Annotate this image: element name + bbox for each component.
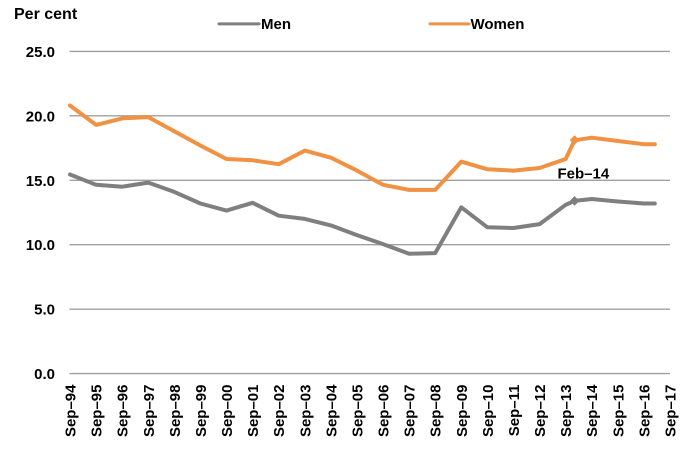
svg-text:Sep–98: Sep–98 — [167, 385, 184, 438]
svg-text:Per cent: Per cent — [14, 6, 78, 23]
svg-text:Feb–14: Feb–14 — [558, 166, 610, 183]
svg-text:Sep–95: Sep–95 — [89, 385, 106, 438]
svg-text:Men: Men — [261, 16, 291, 33]
svg-text:25.0: 25.0 — [26, 44, 55, 61]
svg-text:Sep–15: Sep–15 — [610, 385, 627, 438]
svg-text:Sep–07: Sep–07 — [402, 385, 419, 438]
svg-text:Sep–94: Sep–94 — [63, 384, 80, 437]
svg-text:Sep–96: Sep–96 — [115, 385, 132, 438]
svg-text:Sep–11: Sep–11 — [506, 385, 523, 437]
svg-text:10.0: 10.0 — [26, 237, 55, 254]
svg-text:Sep–10: Sep–10 — [480, 385, 497, 438]
svg-text:Sep–17: Sep–17 — [663, 385, 680, 438]
svg-text:Sep–04: Sep–04 — [323, 384, 340, 437]
svg-text:Sep–08: Sep–08 — [428, 385, 445, 438]
svg-text:Sep–13: Sep–13 — [558, 385, 575, 438]
svg-text:0.0: 0.0 — [34, 366, 55, 383]
svg-text:Sep–97: Sep–97 — [141, 385, 158, 438]
svg-text:Sep–02: Sep–02 — [271, 385, 288, 438]
svg-text:Sep–99: Sep–99 — [193, 385, 210, 438]
svg-text:Sep–00: Sep–00 — [219, 385, 236, 438]
svg-text:Sep–06: Sep–06 — [376, 385, 393, 438]
svg-text:5.0: 5.0 — [34, 302, 55, 319]
svg-text:Sep–09: Sep–09 — [454, 385, 471, 438]
svg-text:Sep–14: Sep–14 — [584, 384, 601, 437]
svg-text:20.0: 20.0 — [26, 108, 55, 125]
svg-text:Sep–01: Sep–01 — [245, 385, 262, 438]
svg-text:Sep–12: Sep–12 — [532, 385, 549, 438]
svg-text:Sep–16: Sep–16 — [636, 385, 653, 438]
svg-text:Sep–05: Sep–05 — [350, 385, 367, 438]
svg-text:15.0: 15.0 — [26, 173, 55, 190]
svg-text:Women: Women — [471, 16, 525, 33]
svg-text:Sep–03: Sep–03 — [297, 385, 314, 438]
